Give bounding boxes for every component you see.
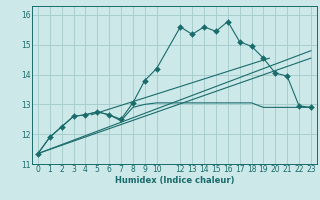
X-axis label: Humidex (Indice chaleur): Humidex (Indice chaleur) [115, 176, 234, 185]
